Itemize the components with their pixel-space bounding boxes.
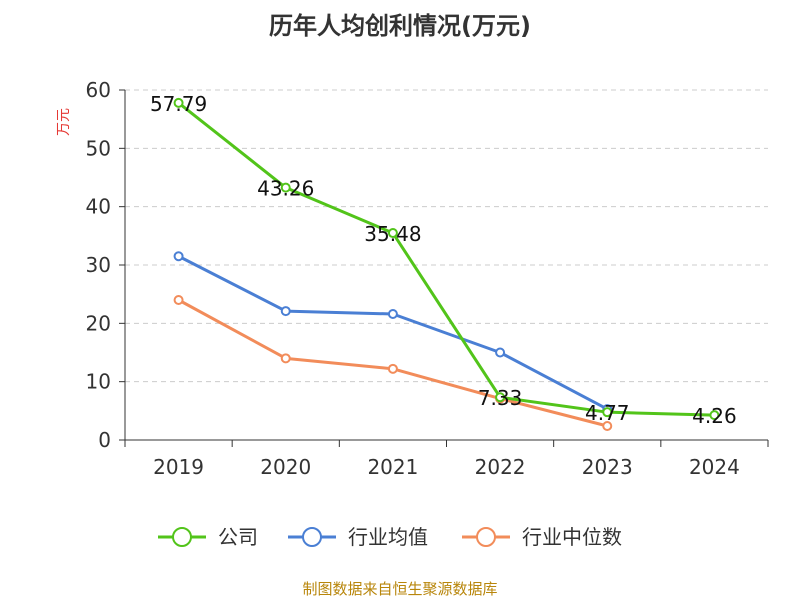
data-point[interactable] — [602, 407, 613, 418]
data-point[interactable] — [387, 363, 398, 374]
x-tick-label: 2023 — [582, 455, 633, 479]
y-tick-label: 20 — [86, 311, 111, 335]
legend-item-0[interactable]: 公司 — [158, 525, 258, 549]
data-point[interactable] — [173, 97, 184, 108]
data-point[interactable] — [173, 295, 184, 305]
data-label: 4.26 — [692, 404, 737, 428]
x-tick-label: 2021 — [367, 455, 418, 479]
y-tick-label: 30 — [86, 253, 111, 277]
y-axis-label: 万元 — [56, 108, 72, 136]
legend-item-1[interactable]: 行业均值 — [288, 525, 428, 549]
legend-item-2[interactable]: 行业中位数 — [462, 525, 622, 549]
data-point[interactable] — [602, 421, 613, 431]
legend-marker — [302, 527, 322, 547]
series-line-0 — [177, 101, 715, 417]
data-point[interactable] — [495, 347, 506, 358]
source-note: 制图数据来自恒生聚源数据库 — [302, 580, 497, 598]
y-tick-label: 40 — [86, 195, 111, 219]
axes: 0 10 20 30 40 50 60 2019 2020 2021 2022 2023 2024 — [86, 78, 769, 479]
data-labels: 57.79 43.26 35.48 7.33 4.77 4.26 — [150, 92, 737, 428]
x-tick-label: 2020 — [260, 455, 311, 479]
data-point[interactable] — [280, 306, 291, 317]
x-tick-label: 2024 — [689, 455, 740, 479]
series-line-1 — [177, 254, 608, 411]
data-point[interactable] — [387, 309, 398, 319]
y-tick-label: 0 — [98, 428, 111, 452]
legend: 公司 行业均值 行业中位数 — [158, 525, 622, 549]
x-tick-label: 2019 — [153, 455, 204, 479]
data-point[interactable] — [495, 392, 506, 403]
data-label: 4.77 — [585, 401, 630, 425]
data-point[interactable] — [280, 182, 291, 193]
y-tick-label: 60 — [86, 78, 111, 102]
data-point[interactable] — [173, 251, 184, 262]
legend-marker — [476, 527, 496, 547]
data-label: 43.26 — [257, 177, 314, 201]
data-point[interactable] — [387, 228, 398, 239]
legend-marker — [172, 527, 192, 547]
data-point[interactable] — [280, 353, 291, 364]
legend-label: 公司 — [218, 525, 258, 549]
grid-lines — [125, 89, 768, 383]
y-tick-label: 50 — [86, 136, 111, 160]
legend-label: 行业中位数 — [522, 525, 622, 549]
data-label: 57.79 — [150, 92, 207, 116]
chart-title: 历年人均创利情况(万元) — [269, 12, 531, 40]
legend-label: 行业均值 — [348, 525, 428, 549]
data-point[interactable] — [709, 410, 720, 421]
series-group — [173, 97, 720, 431]
data-label: 35.48 — [364, 222, 421, 246]
y-tick-label: 10 — [86, 370, 111, 394]
x-tick-label: 2022 — [475, 455, 526, 479]
data-label: 7.33 — [478, 386, 523, 410]
